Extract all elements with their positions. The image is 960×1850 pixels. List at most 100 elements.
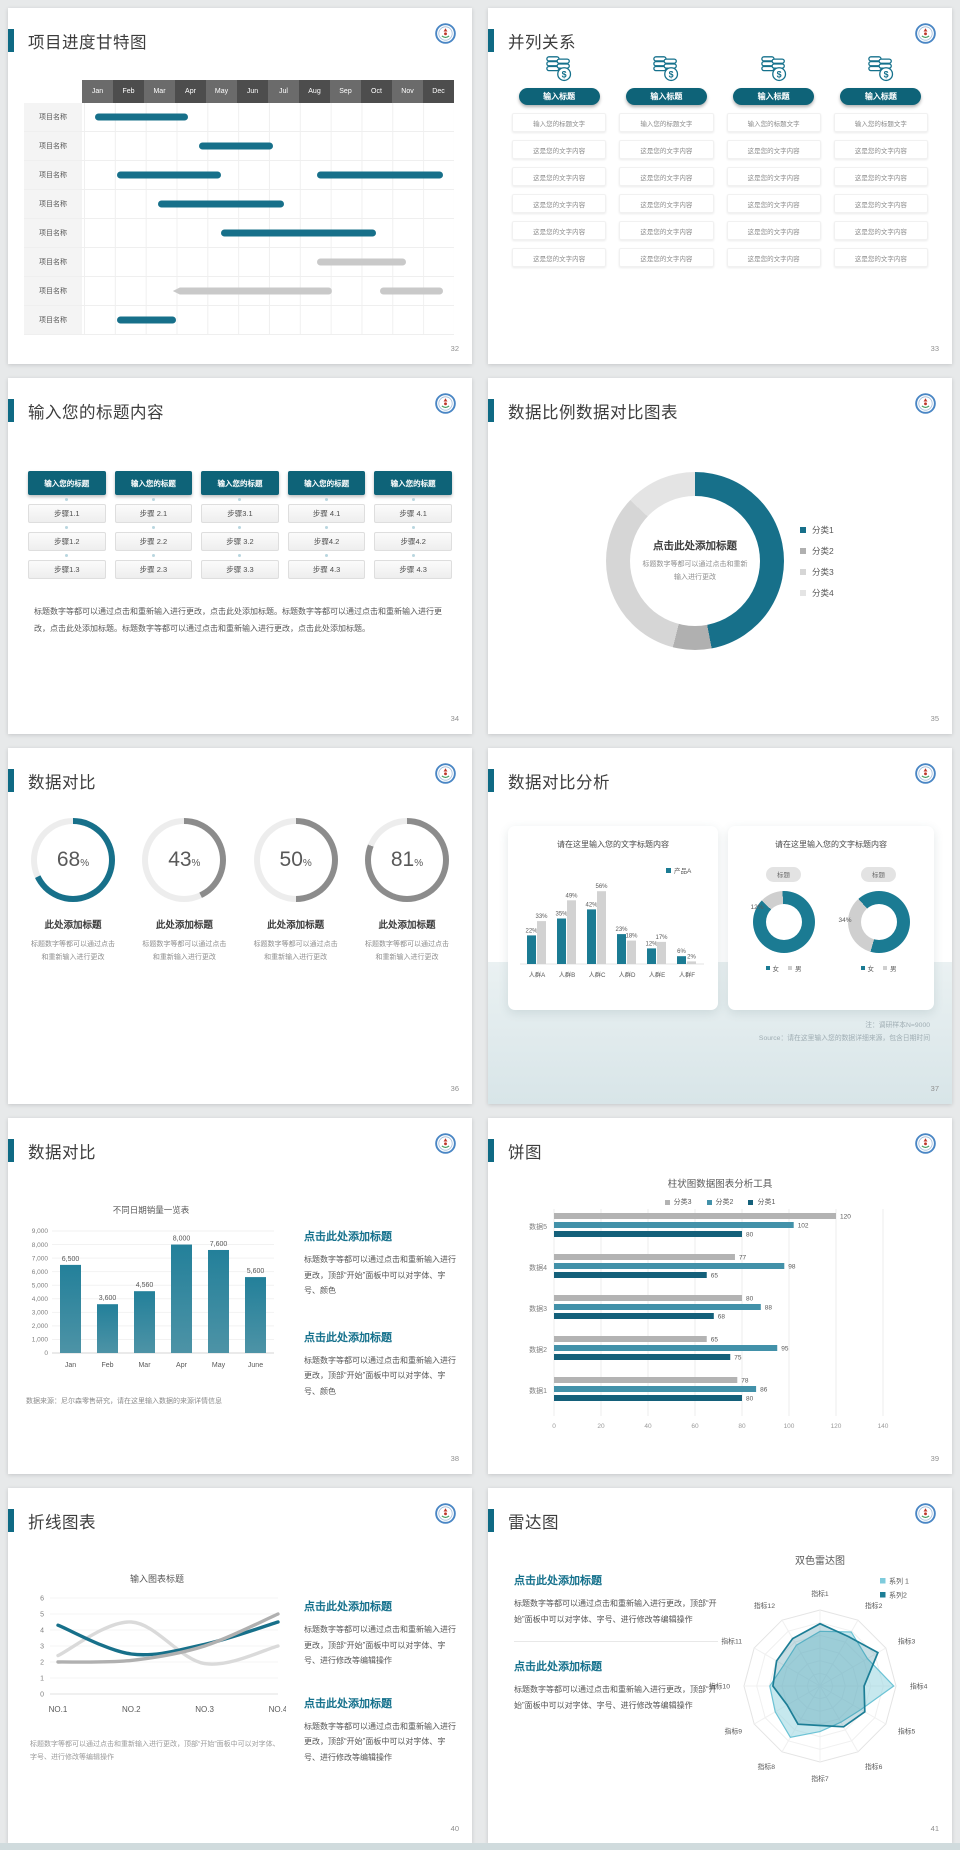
legend-swatch bbox=[765, 966, 770, 970]
chart-label: 120 bbox=[840, 1213, 851, 1220]
donut-chart: 点击此处添加标题 标题数字等都可以通过点击和重新输入进行更改 bbox=[606, 472, 784, 650]
section-heading: 点击此处添加标题 bbox=[304, 1697, 392, 1710]
section-heading: 点击此处添加标题 bbox=[514, 1661, 602, 1674]
bar bbox=[245, 1277, 266, 1353]
section-paragraph: 标题数字等都可以通过点击和重新输入进行更改，顶部“开始”面板中可以对字体、字号、… bbox=[514, 1685, 717, 1710]
text-row: 这是您的文字内容 bbox=[833, 194, 928, 213]
gantt-row: 项目名称 bbox=[24, 219, 454, 248]
title-pill: 输入标题 bbox=[625, 88, 707, 105]
connector-dot bbox=[65, 526, 69, 529]
text-row: 这是您的文字内容 bbox=[619, 194, 714, 213]
text-row: 这是您的文字内容 bbox=[726, 167, 821, 186]
chart-label: NO.1 bbox=[49, 1705, 68, 1714]
gantt-month-cell: Mar bbox=[144, 80, 175, 103]
gantt-row-label: 项目名称 bbox=[24, 277, 84, 305]
chart-label: 系列2 bbox=[889, 1591, 907, 1600]
chart-label: 100 bbox=[784, 1423, 795, 1430]
chart-label: 42% bbox=[585, 902, 598, 908]
title-pill: 输入标题 bbox=[733, 88, 815, 105]
slide-33-parallel: 并列关系 $ 输入标题 输入您的标题文字 这是您的文字内容 这是您的文字内容 这是您的文字… bbox=[488, 8, 952, 364]
gantt-bar bbox=[317, 171, 443, 179]
svg-text:$: $ bbox=[776, 69, 781, 79]
legend: 女男 bbox=[742, 963, 826, 973]
logo-badge-icon bbox=[915, 763, 936, 784]
gantt-row-label: 项目名称 bbox=[24, 248, 84, 276]
section-paragraph: 标题数字等都可以通过点击和重新输入进行更改，顶部“开始”面板中可以对字体、字号、… bbox=[304, 1355, 456, 1396]
step-column-header: 输入您的标题 bbox=[114, 471, 193, 495]
donut-pair: 标题 12% 女男标题 34% 女男 bbox=[736, 864, 926, 973]
legend-swatch bbox=[800, 569, 806, 575]
gantt-corner-cell bbox=[24, 80, 82, 103]
donut-value-label: 34% bbox=[838, 917, 852, 924]
step-box: 步骤 2.1 bbox=[114, 504, 193, 523]
chart-label: 6 bbox=[40, 1595, 44, 1602]
title-accent-bar bbox=[488, 29, 494, 52]
legend-label: 分类3 bbox=[812, 567, 834, 577]
logo-badge-icon bbox=[915, 23, 936, 44]
connector-dot bbox=[325, 498, 329, 501]
title-accent-bar bbox=[488, 399, 494, 422]
ring-percent: 50% bbox=[279, 848, 312, 871]
text-row: 这是您的文字内容 bbox=[619, 167, 714, 186]
parallel-column: $ 输入标题 输入您的标题文字 这是您的文字内容 这是您的文字内容 这是您的文字内容 这是您… bbox=[619, 54, 714, 267]
text-block: 点击此处添加标题 标题数字等都可以通过点击和重新输入进行更改，顶部“开始”面板中可… bbox=[304, 1329, 456, 1400]
bar bbox=[554, 1222, 794, 1228]
chart-label: 0 bbox=[44, 1350, 48, 1357]
gantt-track bbox=[84, 219, 454, 247]
chart-source: 数据来源：尼尔森零售研究，请在这里输入数据的来源详情信息 bbox=[26, 1398, 222, 1405]
section-paragraph: 标题数字等都可以通过点击和重新输入进行更改，顶部“开始”面板中可以对字体、字号、… bbox=[304, 1721, 456, 1762]
connector-dot bbox=[151, 526, 155, 529]
stat-item: 43% 此处添加标题 标题数字等都可以通过点击和重新输入进行更改 bbox=[133, 818, 235, 965]
bar bbox=[60, 1264, 81, 1353]
chart-label: 18% bbox=[625, 934, 638, 940]
gantt-row: 项目名称 bbox=[24, 190, 454, 219]
slide-title: 数据对比 bbox=[28, 774, 96, 792]
text-block: 点击此处添加标题 标题数字等都可以通过点击和重新输入进行更改，顶部“开始”面板中可… bbox=[304, 1598, 456, 1669]
chart-label: 68 bbox=[718, 1313, 726, 1320]
gantt-row: 项目名称 bbox=[24, 132, 454, 161]
legend-item: 分类3 bbox=[800, 566, 834, 578]
bar bbox=[554, 1254, 735, 1260]
chart-title: 不同日期销量一览表 bbox=[112, 1205, 190, 1215]
body-paragraph: 标题数字等都可以通过点击和重新输入进行更改，点击此处添加标题。标题数字等都可以通… bbox=[34, 607, 442, 633]
chart-label: 5,000 bbox=[32, 1282, 49, 1289]
donut-center-subtitle: 标题数字等都可以通过点击和重新输入进行更改 bbox=[642, 561, 748, 581]
connector-dot bbox=[325, 526, 329, 529]
chart-label: Mar bbox=[138, 1362, 151, 1369]
legend-swatch bbox=[800, 527, 806, 533]
gantt-month-cell: Oct bbox=[361, 80, 392, 103]
text-block: 点击此处添加标题 标题数字等都可以通过点击和重新输入进行更改，顶部“开始”面板中可… bbox=[304, 1228, 456, 1299]
connector-dot bbox=[411, 498, 415, 501]
coins-icon: $ bbox=[512, 54, 606, 84]
ring-center: 81% bbox=[370, 824, 443, 896]
chart-label: 2 bbox=[40, 1659, 44, 1666]
text-row: 这是您的文字内容 bbox=[512, 248, 607, 267]
chart-label: Feb bbox=[101, 1362, 113, 1369]
chart-label: 0 bbox=[40, 1691, 44, 1698]
chart-label: 22% bbox=[525, 928, 538, 934]
chart-label: 数据5 bbox=[529, 1222, 547, 1231]
stat-title: 此处添加标题 bbox=[155, 920, 213, 931]
svg-text:$: $ bbox=[562, 69, 567, 79]
bar bbox=[657, 941, 666, 964]
step-column: 输入您的标题 步骤 2.1 步骤 2.2 步骤 2.3 bbox=[114, 471, 193, 579]
legend-swatch bbox=[883, 966, 887, 970]
gantt-month-cell: Aug bbox=[299, 80, 330, 103]
title-accent-bar bbox=[8, 1139, 14, 1162]
stat-text: 标题数字等都可以通过点击和重新输入进行更改 bbox=[31, 941, 115, 961]
progress-ring: 81% bbox=[364, 818, 449, 902]
donut-center-title: 点击此处添加标题 bbox=[653, 540, 737, 553]
chart-label: 33% bbox=[535, 914, 548, 920]
gantt-month-cell: Jan bbox=[82, 80, 113, 103]
gantt-track bbox=[84, 277, 454, 305]
logo-badge-icon bbox=[435, 1503, 456, 1524]
gantt-row: 项目名称 bbox=[24, 103, 454, 132]
stat-item: 81% 此处添加标题 标题数字等都可以通过点击和重新输入进行更改 bbox=[356, 818, 458, 965]
bar bbox=[208, 1249, 229, 1353]
page-number: 37 bbox=[930, 1084, 939, 1093]
progress-rings: 68% 此处添加标题 标题数字等都可以通过点击和重新输入进行更改 43% 此处添加标题标… bbox=[22, 818, 458, 965]
percent-sign: % bbox=[414, 858, 424, 869]
line-chart: 输入图表标题 6 5 4 3 2 1 0 NO.1 NO.2 NO.3 NO.4 标题数字等都可以通… bbox=[24, 1572, 290, 1765]
bar bbox=[554, 1213, 836, 1219]
parallel-columns: $ 输入标题 输入您的标题文字 这是您的文字内容 这是您的文字内容 这是您的文字内容 这是您… bbox=[512, 54, 928, 267]
